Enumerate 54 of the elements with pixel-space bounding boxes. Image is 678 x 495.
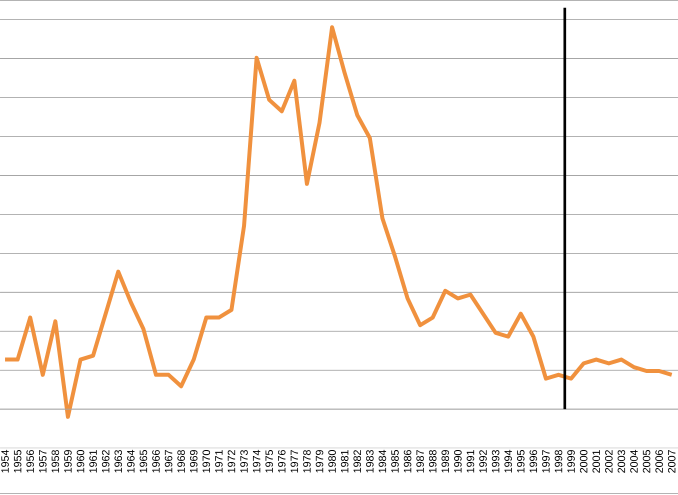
x-tick-label: 2006	[655, 450, 663, 473]
x-tick-label: 1962	[102, 450, 110, 472]
x-tick-label: 1960	[76, 450, 84, 472]
x-tick-label: 1967	[164, 450, 172, 472]
x-tick-label: 2007	[668, 450, 676, 473]
x-tick-label: 1979	[316, 450, 324, 472]
x-tick-label: 1966	[152, 450, 160, 472]
x-tick-label: 1965	[140, 450, 148, 472]
x-tick-label: 1961	[89, 450, 97, 472]
x-tick-label: 2005	[642, 450, 650, 473]
x-tick-label: 1956	[26, 450, 34, 472]
x-tick-label: 2000	[580, 450, 588, 473]
x-tick-label: 1988	[428, 450, 436, 472]
x-tick-label: 1968	[177, 450, 185, 472]
x-tick-label: 1982	[353, 450, 362, 472]
x-tick-label: 2001	[592, 450, 600, 473]
x-tick-label: 1993	[492, 450, 500, 472]
x-tick-label: 1954	[1, 450, 9, 472]
x-tick-label: 1997	[542, 450, 550, 472]
x-tick-label: 1996	[530, 450, 538, 472]
x-tick-label: 2004	[630, 450, 638, 473]
x-tick-label: 2002	[605, 450, 613, 473]
x-tick-label: 1972	[228, 450, 236, 472]
x-tick-label: 1983	[366, 450, 374, 472]
x-tick-label: 1987	[416, 450, 424, 472]
x-tick-label: 1975	[265, 450, 273, 472]
x-tick-label: 1974	[252, 450, 260, 472]
x-tick-label: 1963	[114, 450, 122, 472]
x-tick-label: 1981	[340, 450, 348, 472]
x-tick-label: 1995	[517, 450, 525, 472]
x-tick-label: 1958	[52, 450, 60, 472]
x-tick-label: 1999	[567, 450, 575, 472]
x-tick-label: 1955	[14, 450, 22, 472]
x-tick-label: 1984	[378, 450, 386, 472]
x-tick-label: 1969	[190, 450, 198, 472]
x-tick-label: 1986	[404, 450, 412, 472]
x-tick-label: 1964	[127, 450, 135, 472]
x-tick-label: 1980	[328, 450, 336, 472]
x-tick-label: 1994	[504, 450, 512, 472]
x-tick-label: 1976	[278, 450, 286, 472]
x-tick-label: 1990	[454, 450, 462, 472]
x-tick-label: 1985	[391, 450, 399, 472]
x-tick-label: 1998	[554, 450, 562, 472]
x-tick-label: 1991	[466, 450, 474, 472]
x-tick-label: 1977	[290, 450, 298, 472]
x-tick-label: 1978	[303, 450, 311, 472]
x-tick-label: 1973	[240, 450, 248, 472]
x-tick-label: 2003	[618, 450, 626, 473]
x-tick-label: 1959	[64, 450, 72, 472]
x-tick-label: 1992	[479, 450, 487, 472]
x-tick-label: 1970	[202, 450, 210, 472]
x-tick-label: 1989	[442, 450, 450, 472]
x-tick-label: 1957	[39, 450, 47, 472]
x-tick-label: 1971	[215, 450, 223, 472]
